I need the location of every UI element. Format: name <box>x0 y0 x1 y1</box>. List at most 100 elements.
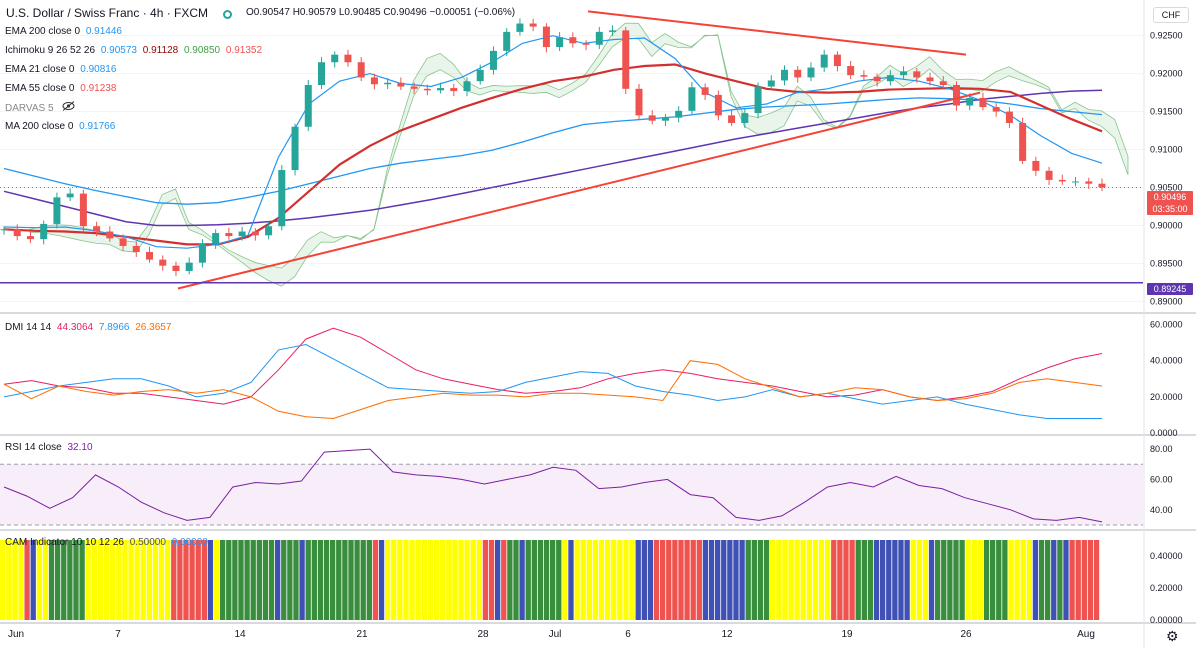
candle-body <box>476 69 484 82</box>
candle-body <box>159 259 167 266</box>
cam-bar <box>696 540 702 620</box>
candle-body <box>979 97 987 108</box>
legend-dmi[interactable]: DMI 14 14 44.3064 7.8966 26.3657 <box>5 321 171 334</box>
symbol-title[interactable]: U.S. Dollar / Swiss Franc · 4h · FXCM <box>6 6 209 20</box>
candle-body <box>423 88 431 91</box>
candle-body <box>13 229 21 237</box>
candle-body <box>622 30 630 89</box>
legend-ema21[interactable]: EMA 21 close 0 0.90816 <box>5 63 116 76</box>
dmi-series-line <box>3 343 1102 419</box>
candle-body <box>172 265 180 272</box>
cam-bar <box>983 540 990 620</box>
legend-ichimoku-value-1: 0.90573 <box>100 45 137 56</box>
cam-bar <box>103 540 110 620</box>
candle-body <box>146 252 154 260</box>
candle-body <box>939 81 947 86</box>
candle-body <box>410 86 418 89</box>
legend-cam-value-1: 0.50000 <box>129 537 166 548</box>
time-tick-label: 21 <box>356 629 368 640</box>
cam-bar <box>1002 540 1008 620</box>
cam-bar <box>354 540 360 620</box>
cam-bar <box>715 540 721 620</box>
cam-bar <box>812 540 819 620</box>
candle-body <box>106 231 114 239</box>
price-tick-label: 0.91000 <box>1150 145 1183 155</box>
cam-bar <box>464 540 470 620</box>
cam-bar <box>293 540 299 620</box>
cam-bar <box>1038 540 1045 620</box>
candle-body <box>701 87 709 95</box>
legend-ichimoku[interactable]: Ichimoku 9 26 52 26 0.90573 0.91128 0.90… <box>5 44 262 57</box>
cam-bar <box>782 540 788 620</box>
eye-off-icon[interactable] <box>62 101 75 114</box>
trendline-resistance <box>587 10 967 56</box>
ma200-line <box>3 97 1103 205</box>
candle-body <box>860 75 868 77</box>
cam-bar <box>305 540 311 620</box>
candle-body <box>754 86 762 114</box>
candle-body <box>595 31 603 45</box>
legend-cam[interactable]: CAM Indicator 10 10 12 26 0.50000 0.0000… <box>5 536 208 549</box>
candle-body <box>26 236 34 240</box>
candle-body <box>582 43 590 45</box>
dmi-tick-label: 0.0000 <box>1150 428 1178 438</box>
cam-bar <box>421 540 427 620</box>
cam-bar <box>586 540 592 620</box>
cam-bar <box>550 540 556 620</box>
rsi-line <box>3 448 1103 523</box>
cam-bar <box>941 540 947 620</box>
cam-bar <box>641 540 647 620</box>
cam-bar <box>268 540 275 620</box>
gear-icon[interactable]: ⚙ <box>1166 628 1179 644</box>
ema200-line <box>3 89 1103 227</box>
candle-body <box>251 231 259 236</box>
candle-body <box>317 62 325 86</box>
cam-bar <box>702 540 709 620</box>
cam-bar <box>67 540 73 620</box>
cam-bar <box>556 540 562 620</box>
legend-ichimoku-value-4: 0.91352 <box>225 45 263 56</box>
cam-bar <box>61 540 67 620</box>
legend-ma200[interactable]: MA 200 close 0 0.91766 <box>5 120 115 133</box>
candle-body <box>714 94 722 116</box>
cam-bar <box>250 540 256 620</box>
cam-bar <box>79 540 85 620</box>
cam-bar <box>6 540 12 620</box>
cam-bar <box>1014 540 1020 620</box>
legend-ichimoku-label: Ichimoku 9 26 52 26 <box>5 45 96 56</box>
cam-bar <box>0 540 6 620</box>
cam-bar <box>935 540 941 620</box>
candle-body <box>1045 170 1053 180</box>
candle-body <box>93 226 101 232</box>
dmi-series-line <box>3 360 1103 420</box>
candle-body <box>966 97 974 106</box>
cam-bar <box>342 540 348 620</box>
cam-bar <box>409 540 415 620</box>
cam-bar <box>177 540 183 620</box>
cam-bar <box>134 540 140 620</box>
legend-rsi[interactable]: RSI 14 close 32.10 <box>5 441 93 454</box>
cam-bar <box>672 540 678 620</box>
cam-bar <box>684 540 690 620</box>
legend-ema55-label: EMA 55 close 0 <box>5 83 75 94</box>
cam-bar <box>733 540 739 620</box>
cam-tick-label: 0.20000 <box>1150 583 1183 593</box>
cam-bar <box>244 540 250 620</box>
cam-bar <box>721 540 727 620</box>
cam-bar <box>18 540 24 620</box>
legend-ema55[interactable]: EMA 55 close 0 0.91238 <box>5 82 116 95</box>
legend-dmi-value-2: 7.8966 <box>98 322 130 333</box>
price-tick-label: 0.89500 <box>1150 258 1183 268</box>
legend-ma200-label: MA 200 close 0 <box>5 121 74 132</box>
currency-button[interactable]: CHF <box>1153 7 1189 23</box>
candle-body <box>952 85 960 106</box>
candle-body <box>661 117 669 121</box>
cam-bar <box>91 540 97 620</box>
legend-ema200[interactable]: EMA 200 close 0 0.91446 <box>5 25 122 38</box>
cam-bar <box>360 540 366 620</box>
cam-bar <box>825 540 831 620</box>
legend-darvas[interactable]: DARVAS 5 <box>5 101 75 115</box>
cam-bar <box>397 540 403 620</box>
